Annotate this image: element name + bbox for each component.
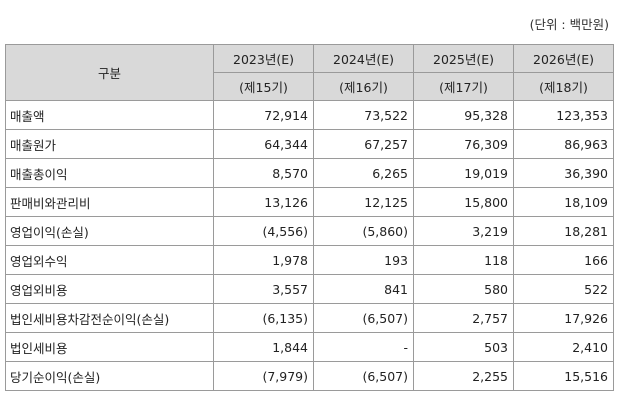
table-row: 영업이익(손실) (4,556) (5,860) 3,219 18,281 [5, 216, 614, 246]
row-value: 19,019 [413, 158, 514, 188]
row-value: 18,109 [513, 187, 614, 217]
row-label: 법인세비용차감전순이익(손실) [5, 303, 214, 333]
financial-forecast-table: 구분 2023년(E) 2024년(E) 2025년(E) 2026년(E) (… [5, 44, 614, 391]
row-value: 2,255 [413, 361, 514, 391]
row-value: 580 [413, 274, 514, 304]
row-value: (6,507) [313, 303, 414, 333]
row-value: 15,800 [413, 187, 514, 217]
row-value: 36,390 [513, 158, 614, 188]
row-value: 12,125 [313, 187, 414, 217]
row-value: 18,281 [513, 216, 614, 246]
table-header: 구분 2023년(E) 2024년(E) 2025년(E) 2026년(E) (… [5, 44, 614, 101]
row-value: 86,963 [513, 129, 614, 159]
row-label: 매출액 [5, 100, 214, 130]
header-year: 2023년(E) [213, 44, 314, 73]
row-value: (5,860) [313, 216, 414, 246]
row-value: 118 [413, 245, 514, 275]
row-value: 522 [513, 274, 614, 304]
row-value: 64,344 [213, 129, 314, 159]
row-label: 매출총이익 [5, 158, 214, 188]
row-value: 841 [313, 274, 414, 304]
row-value: 3,557 [213, 274, 314, 304]
row-label: 영업이익(손실) [5, 216, 214, 246]
table-body: 매출액 72,914 73,522 95,328 123,353 매출원가 64… [5, 100, 614, 391]
header-term: (제17기) [413, 72, 514, 101]
table-row: 법인세비용 1,844 - 503 2,410 [5, 332, 614, 362]
header-term: (제16기) [313, 72, 414, 101]
row-value: 95,328 [413, 100, 514, 130]
unit-note: (단위 : 백만원) [529, 17, 609, 32]
row-value: 503 [413, 332, 514, 362]
row-value: 73,522 [313, 100, 414, 130]
row-value: 2,757 [413, 303, 514, 333]
table-row: 영업외수익 1,978 193 118 166 [5, 245, 614, 275]
header-year: 2024년(E) [313, 44, 414, 73]
header-term: (제18기) [513, 72, 614, 101]
table-row: 매출원가 64,344 67,257 76,309 86,963 [5, 129, 614, 159]
table-row: 매출총이익 8,570 6,265 19,019 36,390 [5, 158, 614, 188]
header-category: 구분 [5, 44, 214, 101]
row-value: 166 [513, 245, 614, 275]
row-value: (6,507) [313, 361, 414, 391]
row-value: (7,979) [213, 361, 314, 391]
row-value: 67,257 [313, 129, 414, 159]
header-term: (제15기) [213, 72, 314, 101]
row-value: 72,914 [213, 100, 314, 130]
row-label: 매출원가 [5, 129, 214, 159]
row-value: 13,126 [213, 187, 314, 217]
table-row: 당기순이익(손실) (7,979) (6,507) 2,255 15,516 [5, 361, 614, 391]
row-label: 법인세비용 [5, 332, 214, 362]
row-value: (4,556) [213, 216, 314, 246]
table-row: 법인세비용차감전순이익(손실) (6,135) (6,507) 2,757 17… [5, 303, 614, 333]
row-value: 8,570 [213, 158, 314, 188]
row-value: 193 [313, 245, 414, 275]
row-value: - [313, 332, 414, 362]
row-value: 3,219 [413, 216, 514, 246]
header-year: 2025년(E) [413, 44, 514, 73]
row-value: 1,978 [213, 245, 314, 275]
header-year: 2026년(E) [513, 44, 614, 73]
row-value: (6,135) [213, 303, 314, 333]
row-value: 17,926 [513, 303, 614, 333]
row-value: 1,844 [213, 332, 314, 362]
table-row: 영업외비용 3,557 841 580 522 [5, 274, 614, 304]
row-label: 판매비와관리비 [5, 187, 214, 217]
row-value: 123,353 [513, 100, 614, 130]
row-value: 76,309 [413, 129, 514, 159]
row-label: 영업외비용 [5, 274, 214, 304]
row-label: 당기순이익(손실) [5, 361, 214, 391]
row-value: 6,265 [313, 158, 414, 188]
table-row: 매출액 72,914 73,522 95,328 123,353 [5, 100, 614, 130]
row-value: 2,410 [513, 332, 614, 362]
row-value: 15,516 [513, 361, 614, 391]
row-label: 영업외수익 [5, 245, 214, 275]
table-row: 판매비와관리비 13,126 12,125 15,800 18,109 [5, 187, 614, 217]
